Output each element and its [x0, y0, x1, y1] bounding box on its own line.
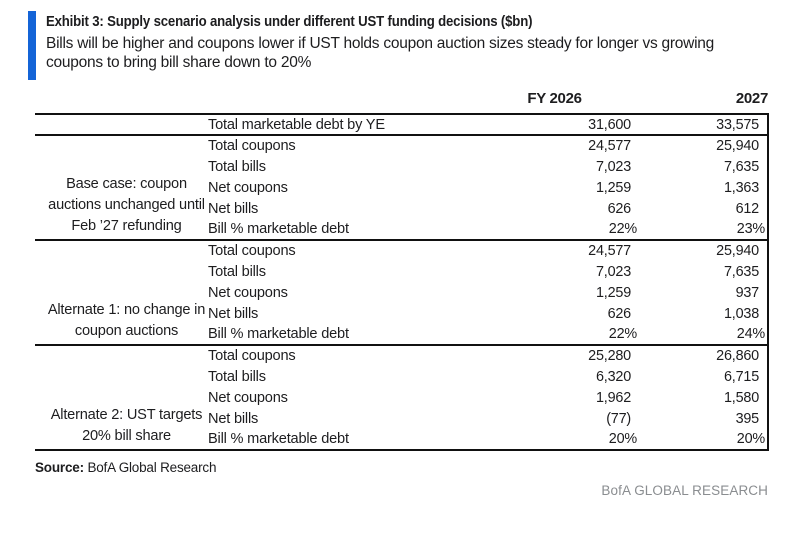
- value-fy2026: 25,280: [588, 348, 631, 364]
- table-row: Total bills 7,023 7,635: [35, 156, 769, 177]
- source-line: Source: BofA Global Research: [35, 460, 791, 475]
- accent-bar: [28, 11, 36, 80]
- value-fy2026: 7,023: [595, 263, 631, 280]
- scenario-label-empty: [35, 114, 208, 135]
- table-row-total-debt: Total marketable debt by YE 31,600 33,57…: [35, 114, 769, 135]
- metric-label: Bill % marketable debt: [208, 221, 349, 237]
- metric-label: Net bills: [208, 305, 259, 322]
- value-2027: 20%: [638, 429, 769, 450]
- value-fy2026: 22%: [608, 221, 637, 237]
- value-2027: 33,575: [638, 114, 769, 135]
- metric-label: Total bills: [208, 263, 266, 280]
- table-row: Net bills 626 1,038: [35, 303, 769, 324]
- section-base-case: Base case: coupon auctions unchanged unt…: [35, 135, 769, 240]
- table-row: Bill % marketable debt 22% 24%: [35, 324, 769, 345]
- value-fy2026: 1,259: [595, 179, 631, 196]
- metric-label: Bill % marketable debt: [208, 326, 349, 342]
- value-fy2026: 31,600: [588, 116, 631, 133]
- metric-label: Net bills: [208, 200, 259, 217]
- value-2027: 7,635: [638, 261, 769, 282]
- column-header-metric: [208, 81, 445, 114]
- value-fy2026: 24,577: [588, 138, 631, 154]
- table-row: Net coupons 1,259 1,363: [35, 177, 769, 198]
- value-2027: 7,635: [638, 156, 769, 177]
- value-fy2026: 20%: [608, 431, 637, 447]
- value-fy2026: 24,577: [588, 243, 631, 259]
- metric-label: Bill % marketable debt: [208, 431, 349, 447]
- value-fy2026: (77): [606, 410, 631, 427]
- metric-label: Total bills: [208, 158, 266, 175]
- table-row: Alternate 1: no change in coupon auction…: [35, 240, 769, 339]
- table-row: Net bills (77) 395: [35, 408, 769, 429]
- section-alternate-1: Alternate 1: no change in coupon auction…: [35, 240, 769, 345]
- table-row: Net bills 626 612: [35, 198, 769, 219]
- value-2027: 25,940: [638, 240, 769, 261]
- value-2027: 612: [638, 198, 769, 219]
- value-2027: 26,860: [638, 345, 769, 366]
- value-2027: 1,363: [638, 177, 769, 198]
- brand-line: BofA GLOBAL RESEARCH: [601, 483, 768, 498]
- value-2027: 6,715: [638, 366, 769, 387]
- value-fy2026: 22%: [608, 326, 637, 342]
- value-fy2026: 1,259: [595, 284, 631, 301]
- value-fy2026: 626: [607, 200, 632, 217]
- table-row: Base case: coupon auctions unchanged unt…: [35, 135, 769, 234]
- value-2027: 937: [638, 282, 769, 303]
- value-2027: 25,940: [638, 135, 769, 156]
- column-header-2027: 2027: [735, 90, 768, 107]
- scenario-label-base-case: Base case: coupon auctions unchanged unt…: [48, 176, 205, 234]
- header-text: Exhibit 3: Supply scenario analysis unde…: [36, 11, 714, 80]
- value-2027: 1,580: [638, 387, 769, 408]
- column-header-row: FY 2026 2027: [35, 81, 768, 114]
- table-row: Net coupons 1,259 937: [35, 282, 769, 303]
- value-fy2026: 626: [607, 305, 632, 322]
- exhibit-subtitle-line-1: Bills will be higher and coupons lower i…: [46, 35, 715, 52]
- table-row: Total bills 6,320 6,715: [35, 366, 769, 387]
- value-fy2026: 7,023: [595, 158, 631, 175]
- metric-label: Total marketable debt by YE: [208, 116, 385, 133]
- table-row: Bill % marketable debt 20% 20%: [35, 429, 769, 450]
- table-row: Alternate 2: UST targets 20% bill share …: [35, 345, 769, 444]
- metric-label: Net bills: [208, 410, 259, 427]
- table-row: Net coupons 1,962 1,580: [35, 387, 769, 408]
- table-row: Total bills 7,023 7,635: [35, 261, 769, 282]
- source-value: BofA Global Research: [87, 460, 217, 475]
- value-2027: 395: [638, 408, 769, 429]
- value-2027: 1,038: [638, 303, 769, 324]
- supply-scenario-table: FY 2026 2027 Total marketable debt by YE…: [35, 81, 769, 451]
- metric-label: Total coupons: [208, 348, 296, 364]
- metric-label: Total coupons: [208, 243, 296, 259]
- exhibit-page: { "colors": { "accent_blue": "#1464D7", …: [0, 11, 791, 534]
- section-alternate-2: Alternate 2: UST targets 20% bill share …: [35, 345, 769, 450]
- metric-label: Net coupons: [208, 179, 288, 196]
- exhibit-subtitle-line-2: coupons to bring bill share down to 20%: [46, 54, 312, 71]
- value-2027: 23%: [638, 219, 769, 240]
- value-fy2026: 6,320: [595, 368, 631, 385]
- metric-label: Net coupons: [208, 284, 288, 301]
- table-row: Bill % marketable debt 22% 23%: [35, 219, 769, 240]
- total-debt-band: Total marketable debt by YE 31,600 33,57…: [35, 114, 769, 135]
- metric-label: Total coupons: [208, 138, 296, 154]
- value-fy2026: 1,962: [595, 389, 631, 406]
- column-header-scenario: [35, 81, 208, 114]
- scenario-label-alternate-2: Alternate 2: UST targets 20% bill share: [50, 407, 203, 444]
- source-label: Source:: [35, 460, 84, 475]
- metric-label: Net coupons: [208, 389, 288, 406]
- exhibit-header: Exhibit 3: Supply scenario analysis unde…: [28, 11, 791, 80]
- value-2027: 24%: [638, 324, 769, 345]
- metric-label: Total bills: [208, 368, 266, 385]
- scenario-label-alternate-1: Alternate 1: no change in coupon auction…: [47, 302, 206, 339]
- exhibit-title: Exhibit 3: Supply scenario analysis unde…: [46, 13, 533, 30]
- column-header-fy2026: FY 2026: [527, 90, 582, 107]
